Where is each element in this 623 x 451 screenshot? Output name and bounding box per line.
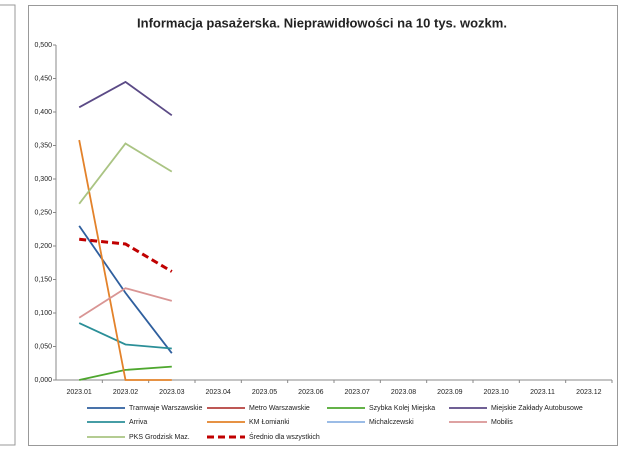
x-tick-label: 2023.10 (484, 389, 509, 396)
series-line (79, 237, 173, 273)
x-tick-label: 2023.05 (252, 389, 277, 396)
y-tick-label: 0,100 (34, 310, 52, 317)
series-line (78, 142, 173, 205)
legend-label: KM Łomianki (249, 419, 290, 426)
y-tick-label: 0,150 (34, 276, 52, 283)
series-line (78, 322, 172, 350)
x-tick-label: 2023.08 (391, 389, 416, 396)
y-tick-label: 0,500 (34, 42, 52, 49)
legend-label: Średnio dla wszystkich (249, 432, 320, 441)
x-tick-label: 2023.04 (206, 389, 231, 396)
legend-label: Michalczewski (369, 419, 414, 426)
legend-label: Metro Warszawskie (249, 405, 310, 412)
legend-label: Miejskie Zakłady Autobusowe (491, 405, 583, 412)
x-tick-label: 2023.07 (345, 389, 370, 396)
legend-label: PKS Grodzisk Maz. (129, 434, 190, 441)
y-tick-label: 0,000 (34, 377, 52, 384)
y-tick-label: 0,350 (34, 142, 52, 149)
series-line (78, 80, 173, 117)
y-tick-label: 0,300 (34, 176, 52, 183)
chart-frame (28, 5, 618, 446)
y-tick-label: 0,050 (34, 343, 52, 350)
series-line (78, 225, 173, 354)
series-line (79, 365, 172, 381)
y-tick-label: 0,450 (34, 75, 52, 82)
x-tick-label: 2023.01 (67, 389, 92, 396)
x-tick-label: 2023.12 (576, 389, 601, 396)
series-line (78, 139, 172, 381)
x-tick-label: 2023.09 (437, 389, 462, 396)
series-line (78, 287, 173, 319)
x-tick-label: 2023.11 (530, 389, 555, 396)
y-tick-label: 0,200 (34, 243, 52, 250)
x-tick-label: 2023.02 (113, 389, 138, 396)
x-tick-label: 2023.06 (298, 389, 323, 396)
legend-label: Tramwaje Warszawskie (129, 405, 202, 412)
y-tick-label: 0,400 (34, 109, 52, 116)
chart-title: Informacja pasażerska. Nieprawidłowości … (137, 15, 507, 30)
y-tick-label: 0,250 (34, 209, 52, 216)
neighbor-frame (0, 4, 16, 446)
x-tick-label: 2023.03 (159, 389, 184, 396)
legend-label: Szybka Kolej Miejska (369, 405, 435, 412)
legend-label: Mobilis (491, 419, 513, 426)
legend-label: Arriva (129, 419, 147, 426)
